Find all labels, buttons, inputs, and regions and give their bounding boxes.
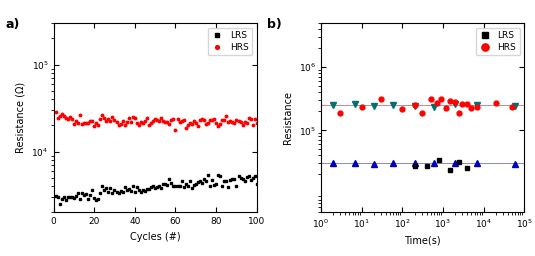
- LRS: [411, 165, 418, 168]
- HRS: [378, 97, 384, 100]
- Line: HRS: HRS: [338, 96, 515, 115]
- LRS: [464, 167, 471, 170]
- LRS: [424, 164, 430, 167]
- HRS: [443, 106, 449, 110]
- HRS: [452, 100, 458, 103]
- Y-axis label: Resistance (Ω): Resistance (Ω): [16, 82, 26, 153]
- LRS: [93, 199, 100, 202]
- Y-axis label: Resistance: Resistance: [284, 91, 293, 144]
- HRS: [447, 99, 453, 102]
- HRS: [254, 122, 260, 125]
- HRS: [493, 102, 499, 105]
- Legend: LRS, HRS: LRS, HRS: [208, 28, 253, 56]
- HRS: [246, 117, 252, 120]
- HRS: [174, 117, 181, 120]
- HRS: [456, 111, 462, 114]
- LRS: [174, 184, 181, 187]
- LRS: [436, 158, 442, 161]
- HRS: [91, 125, 97, 128]
- LRS: [456, 160, 462, 163]
- LRS: [241, 180, 248, 183]
- HRS: [358, 106, 365, 109]
- Legend: LRS, HRS: LRS, HRS: [476, 28, 520, 56]
- HRS: [399, 107, 406, 110]
- HRS: [172, 128, 179, 131]
- LRS: [205, 173, 211, 176]
- HRS: [239, 123, 246, 126]
- Text: b): b): [268, 18, 282, 31]
- HRS: [411, 103, 418, 106]
- Line: HRS: HRS: [54, 110, 258, 131]
- HRS: [464, 102, 471, 105]
- HRS: [418, 111, 425, 114]
- LRS: [447, 168, 453, 172]
- LRS: [101, 188, 108, 191]
- HRS: [156, 119, 163, 122]
- LRS: [248, 178, 254, 181]
- HRS: [468, 106, 475, 110]
- X-axis label: Time(s): Time(s): [404, 235, 441, 245]
- Line: LRS: LRS: [55, 174, 258, 205]
- Text: a): a): [5, 18, 20, 31]
- HRS: [433, 101, 440, 104]
- HRS: [52, 110, 59, 113]
- HRS: [427, 97, 434, 100]
- LRS: [254, 182, 260, 185]
- LRS: [158, 187, 164, 190]
- LRS: [52, 194, 59, 197]
- HRS: [459, 103, 465, 106]
- HRS: [509, 105, 515, 109]
- HRS: [438, 98, 445, 101]
- HRS: [99, 114, 105, 117]
- HRS: [337, 112, 343, 115]
- Line: LRS: LRS: [412, 158, 470, 172]
- X-axis label: Cycles (#): Cycles (#): [130, 232, 180, 242]
- HRS: [474, 105, 480, 109]
- LRS: [56, 202, 63, 205]
